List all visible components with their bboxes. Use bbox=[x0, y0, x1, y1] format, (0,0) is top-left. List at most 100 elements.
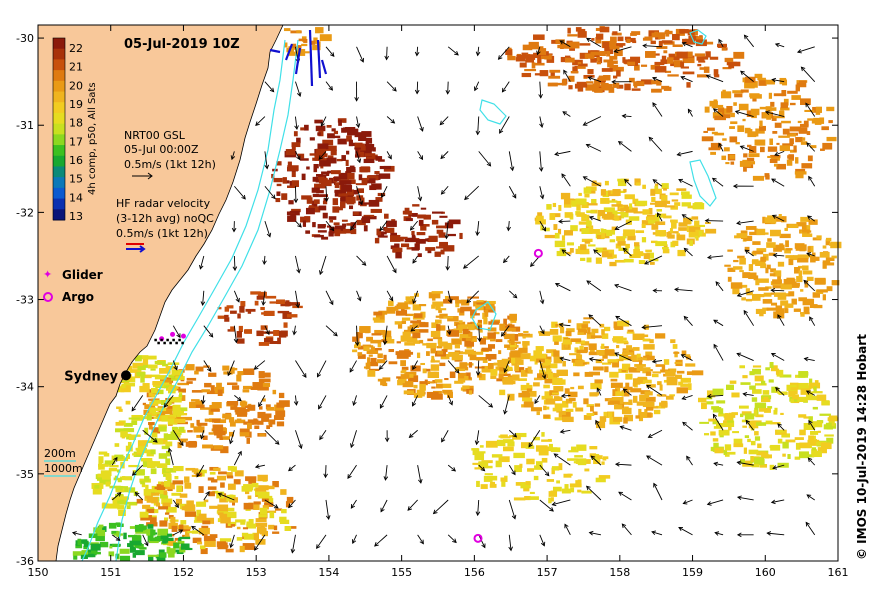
sst-pixel bbox=[92, 488, 102, 495]
velocity-arrowhead bbox=[714, 531, 720, 536]
sst-pixel bbox=[226, 305, 234, 309]
sst-pixel bbox=[589, 446, 598, 450]
sst-pixel bbox=[802, 270, 813, 275]
sst-pixel bbox=[655, 35, 661, 40]
velocity-arrow bbox=[356, 151, 361, 163]
velocity-arrow bbox=[233, 325, 237, 343]
sst-pixel bbox=[377, 378, 388, 382]
sst-pixel bbox=[248, 518, 254, 526]
sst-pixel bbox=[200, 407, 212, 410]
sst-pixel bbox=[573, 461, 582, 464]
velocity-arrowhead bbox=[464, 195, 469, 201]
sst-pixel bbox=[749, 385, 756, 390]
velocity-arrowhead bbox=[200, 399, 206, 405]
sst-pixel bbox=[795, 171, 804, 179]
sst-pixel bbox=[159, 491, 168, 499]
sst-pixel bbox=[821, 400, 830, 406]
sst-pixel bbox=[548, 497, 552, 504]
sst-pixel bbox=[487, 475, 498, 481]
velocity-arrowhead bbox=[174, 503, 179, 509]
sst-pixel bbox=[365, 154, 378, 160]
sst-pixel bbox=[490, 481, 495, 485]
sst-pixel bbox=[713, 426, 723, 429]
sst-pixel bbox=[613, 416, 623, 422]
sst-pixel bbox=[721, 47, 727, 51]
sst-pixel bbox=[803, 416, 813, 419]
sst-pixel bbox=[777, 391, 787, 394]
sst-pixel bbox=[629, 203, 633, 210]
velocity-arrow bbox=[801, 66, 816, 82]
sst-pixel bbox=[570, 487, 575, 493]
velocity-arrowhead bbox=[200, 301, 206, 306]
sst-pixel bbox=[484, 473, 493, 476]
sst-pixel bbox=[669, 228, 673, 233]
sst-pixel bbox=[123, 422, 133, 427]
velocity-arrowhead bbox=[466, 298, 471, 304]
sst-pixel bbox=[422, 343, 429, 346]
velocity-arrow bbox=[539, 499, 554, 512]
sst-pixel bbox=[632, 382, 637, 387]
sst-pixel bbox=[357, 354, 366, 359]
sst-pixel bbox=[217, 512, 224, 516]
sst-pixel bbox=[120, 476, 131, 481]
velocity-arrowhead bbox=[412, 258, 417, 264]
sst-pixel bbox=[795, 157, 799, 164]
sst-pixel bbox=[812, 252, 816, 256]
sst-pixel bbox=[680, 383, 691, 387]
sst-pixel bbox=[776, 430, 785, 433]
colorbar-swatch bbox=[53, 198, 65, 210]
sst-pixel bbox=[322, 139, 334, 146]
sst-pixel bbox=[322, 212, 328, 219]
sst-pixel bbox=[151, 427, 161, 434]
sst-pixel bbox=[795, 84, 800, 92]
velocity-arrow bbox=[439, 116, 449, 125]
sst-pixel bbox=[540, 53, 545, 60]
sst-pixel bbox=[669, 192, 679, 196]
sst-pixel bbox=[470, 309, 477, 316]
sst-pixel bbox=[603, 207, 615, 213]
velocity-arrowhead bbox=[392, 86, 397, 92]
sst-pixel bbox=[796, 382, 809, 390]
sst-pixel bbox=[801, 137, 806, 141]
sst-pixel bbox=[397, 323, 403, 329]
velocity-arrowhead bbox=[316, 544, 321, 550]
velocity-arrow bbox=[562, 111, 571, 117]
sst-pixel bbox=[158, 424, 167, 429]
sst-pixel bbox=[766, 242, 776, 248]
sst-pixel bbox=[305, 230, 311, 234]
sst-pixel bbox=[420, 362, 426, 366]
sst-pixel bbox=[370, 208, 382, 213]
sst-pixel bbox=[616, 70, 621, 77]
velocity-arrow bbox=[586, 144, 602, 152]
sst-pixel bbox=[798, 80, 807, 83]
sst-pixel bbox=[189, 401, 196, 409]
sst-pixel bbox=[762, 390, 770, 395]
velocity-arrow bbox=[559, 324, 571, 327]
velocity-arrowhead bbox=[475, 130, 481, 136]
sst-pixel bbox=[649, 261, 655, 265]
sst-pixel bbox=[587, 69, 594, 75]
sst-pixel bbox=[126, 367, 132, 371]
velocity-arrow bbox=[350, 220, 357, 231]
sst-pixel bbox=[699, 421, 710, 424]
sst-pixel bbox=[810, 255, 816, 263]
sst-pixel bbox=[213, 445, 224, 450]
sst-pixel bbox=[800, 141, 808, 145]
sst-pixel bbox=[346, 135, 352, 142]
sst-pixel bbox=[759, 407, 767, 412]
velocity-arrowhead bbox=[771, 214, 777, 219]
sst-pixel bbox=[156, 554, 166, 562]
velocity-arrowhead bbox=[432, 509, 438, 515]
sst-pixel bbox=[603, 59, 614, 63]
sst-pixel bbox=[329, 219, 334, 223]
sst-pixel bbox=[815, 256, 820, 261]
velocity-arrow bbox=[230, 534, 235, 548]
sst-pixel bbox=[519, 463, 523, 468]
sst-pixel bbox=[577, 328, 587, 335]
sst-pixel bbox=[749, 146, 757, 154]
velocity-arrowhead bbox=[324, 197, 329, 203]
velocity-arrow bbox=[615, 220, 632, 230]
velocity-arrow bbox=[498, 46, 510, 60]
sst-pixel bbox=[459, 311, 465, 316]
sst-pixel bbox=[461, 299, 470, 306]
